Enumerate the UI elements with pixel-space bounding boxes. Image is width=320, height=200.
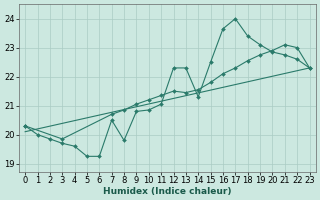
- X-axis label: Humidex (Indice chaleur): Humidex (Indice chaleur): [103, 187, 232, 196]
